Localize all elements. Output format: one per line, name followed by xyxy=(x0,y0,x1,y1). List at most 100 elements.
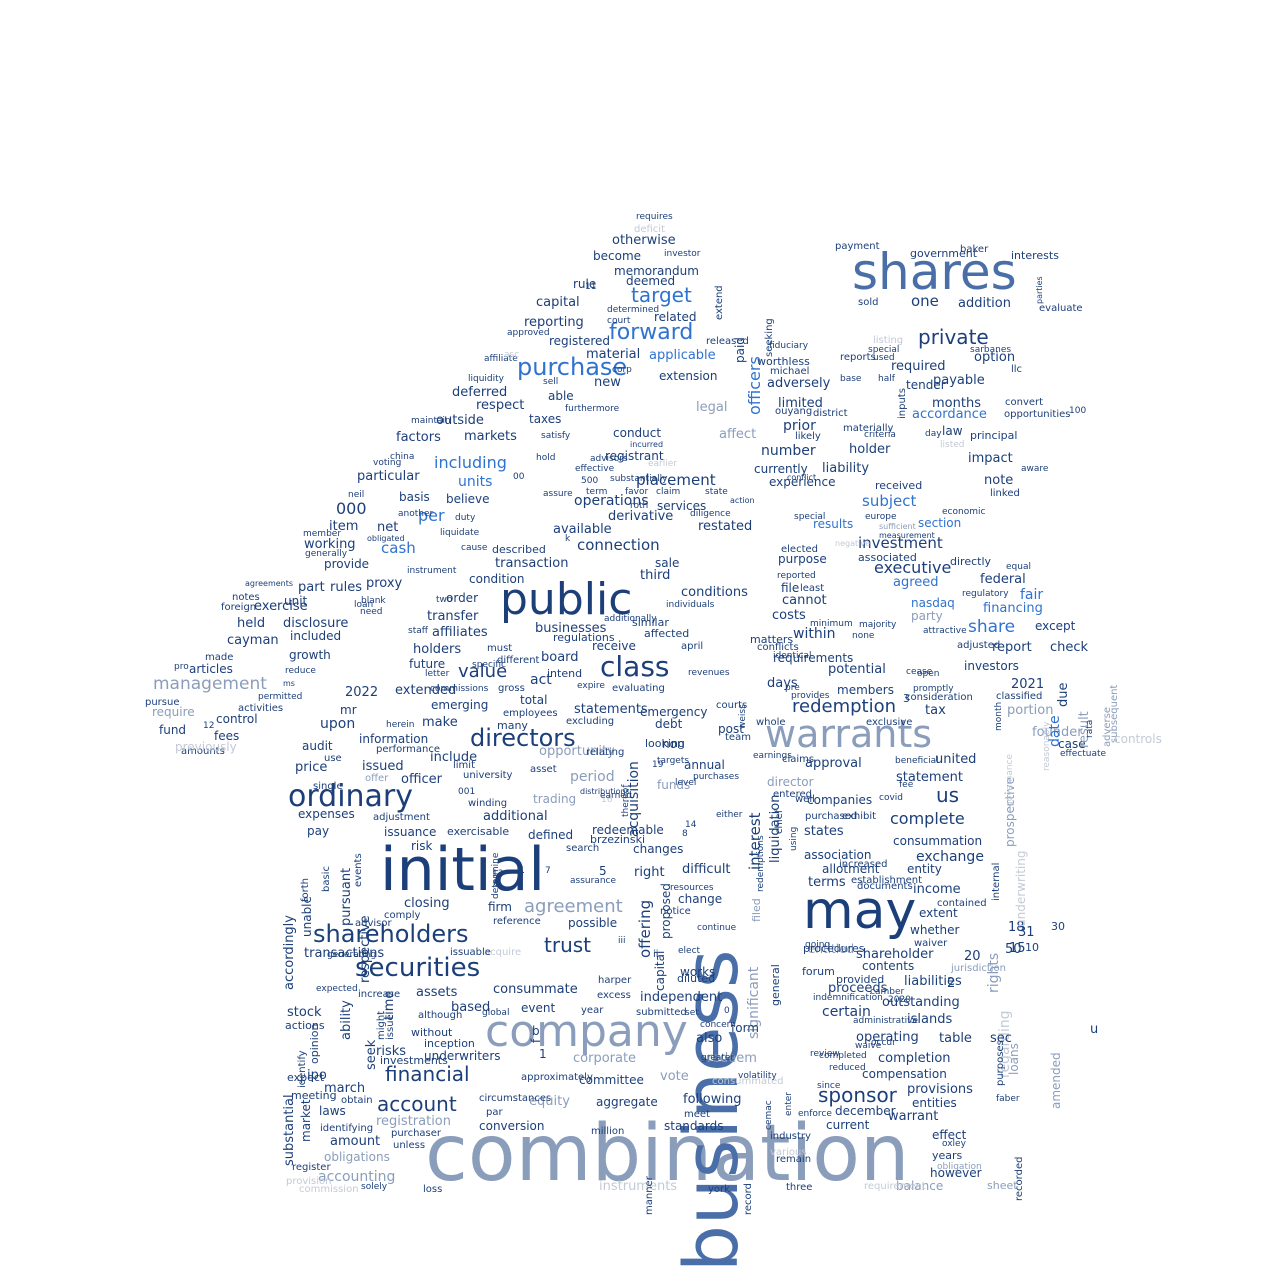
word-combination: combination xyxy=(425,1109,910,1199)
word-since: since xyxy=(817,1081,841,1091)
word-control: control xyxy=(216,712,258,726)
word-cayman: cayman xyxy=(227,633,279,648)
word-faber: faber xyxy=(996,1094,1020,1104)
word-weiss: weiss xyxy=(738,704,748,730)
word-rule: rule xyxy=(573,277,597,291)
word-llc: llc xyxy=(1011,364,1023,375)
word-outstanding: outstanding xyxy=(882,995,960,1010)
word-interests: interests xyxy=(1011,249,1059,262)
word-terms: terms xyxy=(808,875,846,890)
word-diluted: diluted xyxy=(677,972,716,985)
word-earlier: earlier xyxy=(648,459,677,469)
word-include: include xyxy=(430,750,478,765)
word-growth: growth xyxy=(289,648,331,662)
word-basic: basic xyxy=(321,866,332,892)
word-redeem: redeem xyxy=(707,1051,757,1066)
word-exhibit: exhibit xyxy=(842,811,877,822)
word-industry: industry xyxy=(770,1131,811,1142)
word-accordance: accordance xyxy=(912,407,987,422)
word-circumstances: circumstances xyxy=(479,1093,552,1104)
word-courts: courts xyxy=(716,700,748,711)
word-risk: risk xyxy=(411,839,433,853)
word-beneficial: beneficial xyxy=(895,756,939,766)
word-executive: executive xyxy=(874,558,952,577)
word-winding: winding xyxy=(468,798,508,809)
word-deferred: deferred xyxy=(452,385,508,400)
word-difficult: difficult xyxy=(682,862,731,877)
word-14: 14 xyxy=(685,820,697,830)
word-unit: unit xyxy=(284,594,308,608)
word-district: district xyxy=(813,408,848,419)
word-obligations: obligations xyxy=(324,1150,390,1164)
word-sec: sec xyxy=(990,1031,1012,1046)
word-event: event xyxy=(521,1001,556,1015)
word-holder: holder xyxy=(849,442,891,457)
word-consummate: consummate xyxy=(493,982,578,997)
word-elected: elected xyxy=(781,544,819,555)
word-redemption: redemption xyxy=(792,696,897,717)
word-15: 15 xyxy=(1009,941,1026,956)
word-generating: generating xyxy=(327,950,377,960)
word-complete: complete xyxy=(890,809,965,828)
word-act: act xyxy=(530,672,552,688)
word-reasonably: reasonably xyxy=(1042,721,1052,772)
word-non: non xyxy=(662,737,685,751)
word-provision: provision xyxy=(286,1176,332,1187)
word-listing: listing xyxy=(873,335,904,346)
word-redemptions: redemptions xyxy=(756,835,766,893)
word-item: item xyxy=(329,519,359,534)
word-well: well xyxy=(795,794,815,805)
word-may: may xyxy=(803,881,917,941)
word-occur: occur xyxy=(871,1038,896,1048)
word-expire: expire xyxy=(577,681,605,691)
word-many: many xyxy=(497,719,528,732)
word-identical: identical xyxy=(773,651,812,661)
word-notes: notes xyxy=(232,592,260,603)
word-materially: materially xyxy=(843,423,894,434)
word-price: price xyxy=(295,760,328,775)
word-generally: generally xyxy=(305,549,348,559)
word-intend: intend xyxy=(547,667,583,680)
word-use: use xyxy=(324,753,342,764)
word-identifying: identifying xyxy=(320,1123,374,1134)
word-investment: investment xyxy=(858,534,943,552)
word-option: option xyxy=(974,350,1016,365)
word-attractive: attractive xyxy=(923,626,967,636)
word-number: number xyxy=(761,443,816,459)
word-unless: unless xyxy=(393,1140,426,1151)
word-internal: internal xyxy=(991,863,1002,902)
word-indemnification: indemnification xyxy=(813,993,883,1003)
word-chief: chief xyxy=(774,809,785,834)
word-material: material xyxy=(586,347,641,362)
word-become: become xyxy=(593,249,642,263)
word-0: 0 xyxy=(724,1006,730,1016)
word-level: level xyxy=(675,778,697,788)
word-excess: excess xyxy=(597,990,631,1001)
word-employees: employees xyxy=(503,708,558,719)
word-commissions: commissions xyxy=(430,684,489,694)
word-months: months xyxy=(932,396,981,411)
word-defined: defined xyxy=(528,828,574,842)
word-also: also xyxy=(696,1031,723,1046)
word-liability: liability xyxy=(822,461,870,476)
word-company: company xyxy=(485,1006,688,1057)
word-substantially: substantially xyxy=(610,474,668,484)
word-york: york xyxy=(708,1184,730,1195)
word-transaction: transaction xyxy=(495,556,569,571)
word-ordinary: ordinary xyxy=(288,779,414,814)
word-year: year xyxy=(581,1005,604,1016)
word-march: march xyxy=(324,1081,366,1096)
word-restated: restated xyxy=(698,519,753,534)
word-evaluating: evaluating xyxy=(612,683,665,694)
word-determine: determine xyxy=(491,852,501,899)
word-blank: blank xyxy=(361,596,386,606)
word-activities: activities xyxy=(238,703,284,714)
word-13: 13 xyxy=(492,869,504,879)
word-pay: pay xyxy=(307,824,330,838)
word-6: 6 xyxy=(493,879,499,889)
word-services: services xyxy=(657,499,707,513)
word-although: although xyxy=(418,1010,463,1021)
word-table: table xyxy=(939,1031,972,1046)
word-concern: concern xyxy=(700,1020,736,1030)
word-days: days xyxy=(767,676,798,691)
